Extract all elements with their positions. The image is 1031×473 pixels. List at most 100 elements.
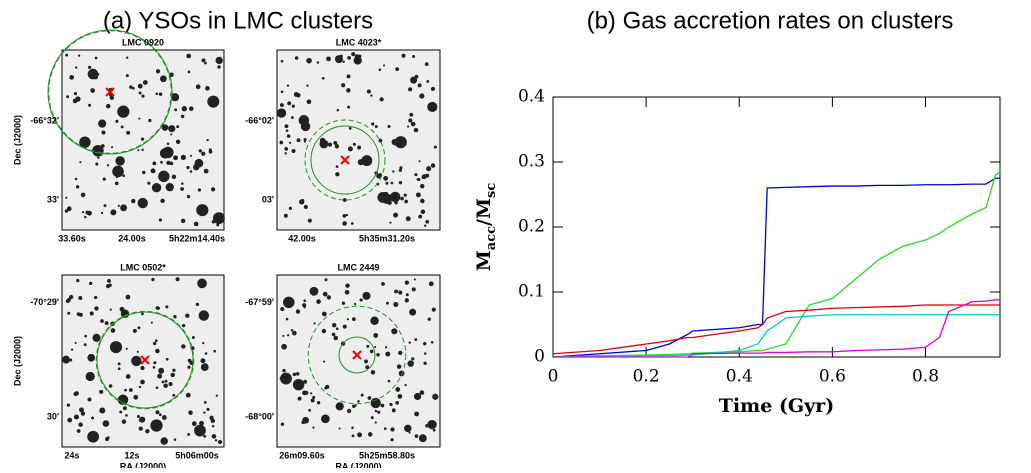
star bbox=[155, 92, 158, 96]
star bbox=[338, 427, 341, 430]
star bbox=[141, 148, 144, 152]
star bbox=[333, 335, 339, 341]
star bbox=[159, 92, 162, 95]
star bbox=[125, 74, 129, 78]
star bbox=[387, 200, 392, 205]
star bbox=[291, 330, 297, 336]
star bbox=[100, 319, 104, 323]
star bbox=[78, 296, 83, 300]
star bbox=[374, 409, 378, 413]
star bbox=[180, 154, 186, 160]
star bbox=[89, 311, 94, 316]
star bbox=[101, 144, 105, 148]
star bbox=[285, 129, 289, 133]
star bbox=[398, 181, 403, 185]
star bbox=[156, 306, 160, 310]
star bbox=[280, 422, 285, 426]
star bbox=[298, 115, 310, 126]
star bbox=[374, 421, 377, 424]
star bbox=[121, 419, 127, 424]
star bbox=[308, 408, 312, 412]
star bbox=[351, 434, 355, 438]
star bbox=[180, 114, 185, 119]
star bbox=[377, 191, 389, 203]
star bbox=[370, 370, 376, 375]
star bbox=[91, 416, 95, 420]
star bbox=[210, 187, 216, 192]
star bbox=[105, 437, 110, 441]
star bbox=[409, 308, 417, 316]
star bbox=[155, 386, 159, 390]
star bbox=[326, 295, 332, 300]
star bbox=[99, 407, 106, 414]
star bbox=[141, 94, 145, 98]
star bbox=[204, 61, 207, 65]
star bbox=[211, 434, 217, 439]
star bbox=[62, 355, 70, 364]
star bbox=[190, 154, 193, 157]
image-ylabel: Dec (J2000) bbox=[12, 115, 22, 165]
star bbox=[276, 108, 287, 118]
star bbox=[426, 79, 430, 83]
star bbox=[321, 76, 325, 80]
star bbox=[411, 287, 416, 292]
star bbox=[87, 353, 96, 362]
series-line bbox=[552, 314, 1000, 358]
star bbox=[65, 53, 69, 57]
star bbox=[303, 138, 307, 142]
star bbox=[342, 324, 347, 329]
star bbox=[370, 316, 379, 325]
star bbox=[307, 218, 312, 223]
star bbox=[428, 281, 434, 287]
star bbox=[152, 161, 157, 166]
star bbox=[203, 401, 207, 404]
image-xtick: 42.00s bbox=[288, 233, 316, 243]
star bbox=[292, 378, 305, 391]
star bbox=[286, 334, 290, 337]
star bbox=[404, 384, 407, 387]
star bbox=[162, 146, 174, 159]
star bbox=[398, 350, 403, 356]
star bbox=[310, 398, 315, 403]
star bbox=[193, 221, 199, 227]
star bbox=[196, 204, 209, 217]
star bbox=[306, 99, 312, 105]
star bbox=[217, 439, 223, 445]
star bbox=[67, 417, 73, 423]
star bbox=[198, 162, 203, 167]
yso-marker bbox=[105, 87, 115, 97]
image-xtick: 5h06m00s bbox=[175, 450, 219, 460]
star bbox=[353, 56, 362, 65]
star bbox=[296, 138, 301, 143]
star bbox=[407, 360, 414, 367]
star bbox=[80, 411, 86, 416]
star bbox=[189, 170, 193, 173]
star bbox=[348, 127, 352, 130]
star bbox=[150, 419, 163, 432]
star bbox=[173, 315, 177, 319]
star bbox=[141, 170, 146, 175]
star bbox=[125, 347, 128, 350]
star bbox=[390, 438, 394, 442]
image-ytick: -66°32' bbox=[30, 115, 59, 125]
star bbox=[425, 173, 430, 178]
aperture-outer bbox=[304, 119, 386, 201]
star bbox=[88, 65, 92, 70]
star bbox=[283, 213, 288, 218]
star bbox=[136, 350, 139, 353]
star bbox=[76, 278, 80, 283]
star bbox=[137, 83, 143, 89]
star bbox=[378, 138, 383, 143]
star bbox=[160, 160, 163, 164]
star bbox=[344, 289, 350, 295]
star bbox=[291, 149, 296, 154]
star bbox=[280, 307, 285, 312]
star bbox=[369, 349, 374, 354]
star bbox=[333, 140, 338, 145]
star bbox=[395, 401, 399, 405]
star bbox=[364, 359, 368, 364]
star bbox=[413, 127, 419, 133]
star bbox=[132, 328, 137, 333]
star bbox=[187, 433, 191, 436]
star bbox=[198, 149, 202, 153]
